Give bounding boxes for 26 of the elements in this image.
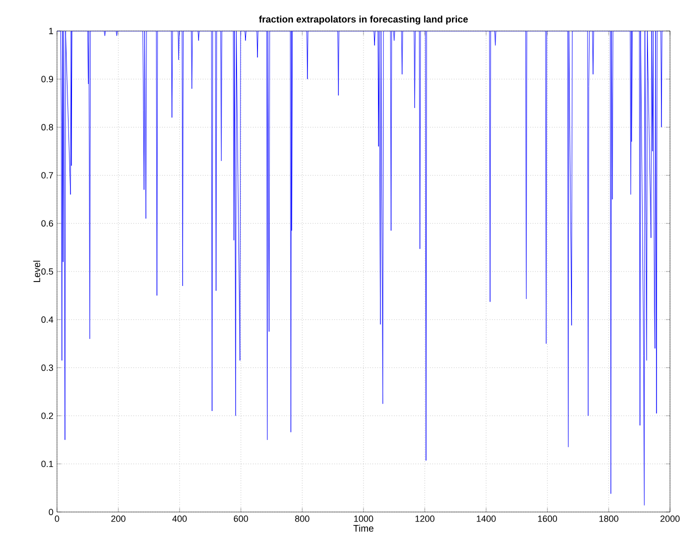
y-axis-title: Level (33, 260, 40, 282)
x-tick-label: 0 (54, 516, 60, 522)
y-tick-label: 0.3 (41, 364, 54, 371)
x-axis-title: Time (353, 524, 374, 532)
y-tick-label: 1 (49, 28, 54, 34)
x-tick-label: 2000 (660, 516, 680, 522)
y-tick-label: 0.2 (41, 412, 54, 419)
y-tick-label: 0.5 (41, 268, 54, 275)
y-tick-label: 0.4 (41, 316, 54, 323)
y-tick-label: 0.8 (41, 124, 54, 130)
line-series (57, 30, 664, 506)
x-tick-label: 1400 (476, 516, 496, 522)
x-tick-label: 800 (295, 516, 310, 522)
y-tick-label: 0.7 (41, 172, 54, 178)
x-tick-label: 400 (172, 516, 187, 522)
x-tick-label: 1800 (599, 516, 618, 522)
y-tick-label: 0.9 (41, 76, 54, 82)
chart-title: fraction extrapolators in forecasting land price (259, 16, 468, 24)
y-tick-label: 0.6 (41, 220, 54, 227)
y-tick-label: 0.1 (41, 460, 54, 468)
x-tick-label: 1200 (416, 516, 434, 522)
x-tick-label: 600 (234, 516, 248, 522)
x-tick-label: 1000 (354, 516, 374, 522)
x-tick-label: 200 (111, 516, 126, 522)
y-tick-label: 0 (48, 508, 54, 516)
x-tick-label: 1600 (538, 516, 558, 522)
